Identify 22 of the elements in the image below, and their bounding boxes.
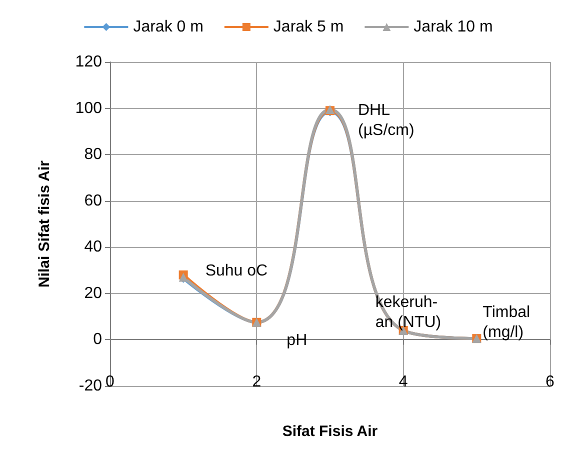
legend-label: Jarak 5 m (273, 18, 344, 36)
y-tick-label: 60 (84, 192, 102, 210)
x-axis-title: Sifat Fisis Air (282, 423, 378, 440)
y-tick-label: 20 (84, 284, 102, 302)
legend-label: Jarak 10 m (414, 18, 493, 36)
y-tick-label: 0 (93, 331, 102, 348)
y-tick-label: 80 (84, 146, 102, 164)
legend-label: Jarak 0 m (133, 18, 204, 36)
annotation: Timbal (mg/l) (482, 304, 530, 342)
annotation: pH (286, 332, 308, 349)
annotation: DHL (µS/cm) (358, 102, 414, 140)
y-tick-label: 100 (75, 100, 102, 117)
x-tick-label: 4 (398, 374, 408, 390)
annotation: Suhu oC (205, 262, 268, 280)
x-tick-label: 0 (106, 374, 115, 390)
y-tick-label: -20 (78, 378, 102, 394)
y-axis-title: Nilai Sifat fisis Air (36, 160, 53, 288)
x-tick-label: 6 (546, 374, 555, 390)
y-tick-label: 40 (84, 238, 102, 256)
annotation: kekeruh- an (NTU) (375, 294, 442, 331)
x-tick-label: 2 (252, 374, 262, 390)
y-tick-label: 120 (75, 54, 102, 70)
